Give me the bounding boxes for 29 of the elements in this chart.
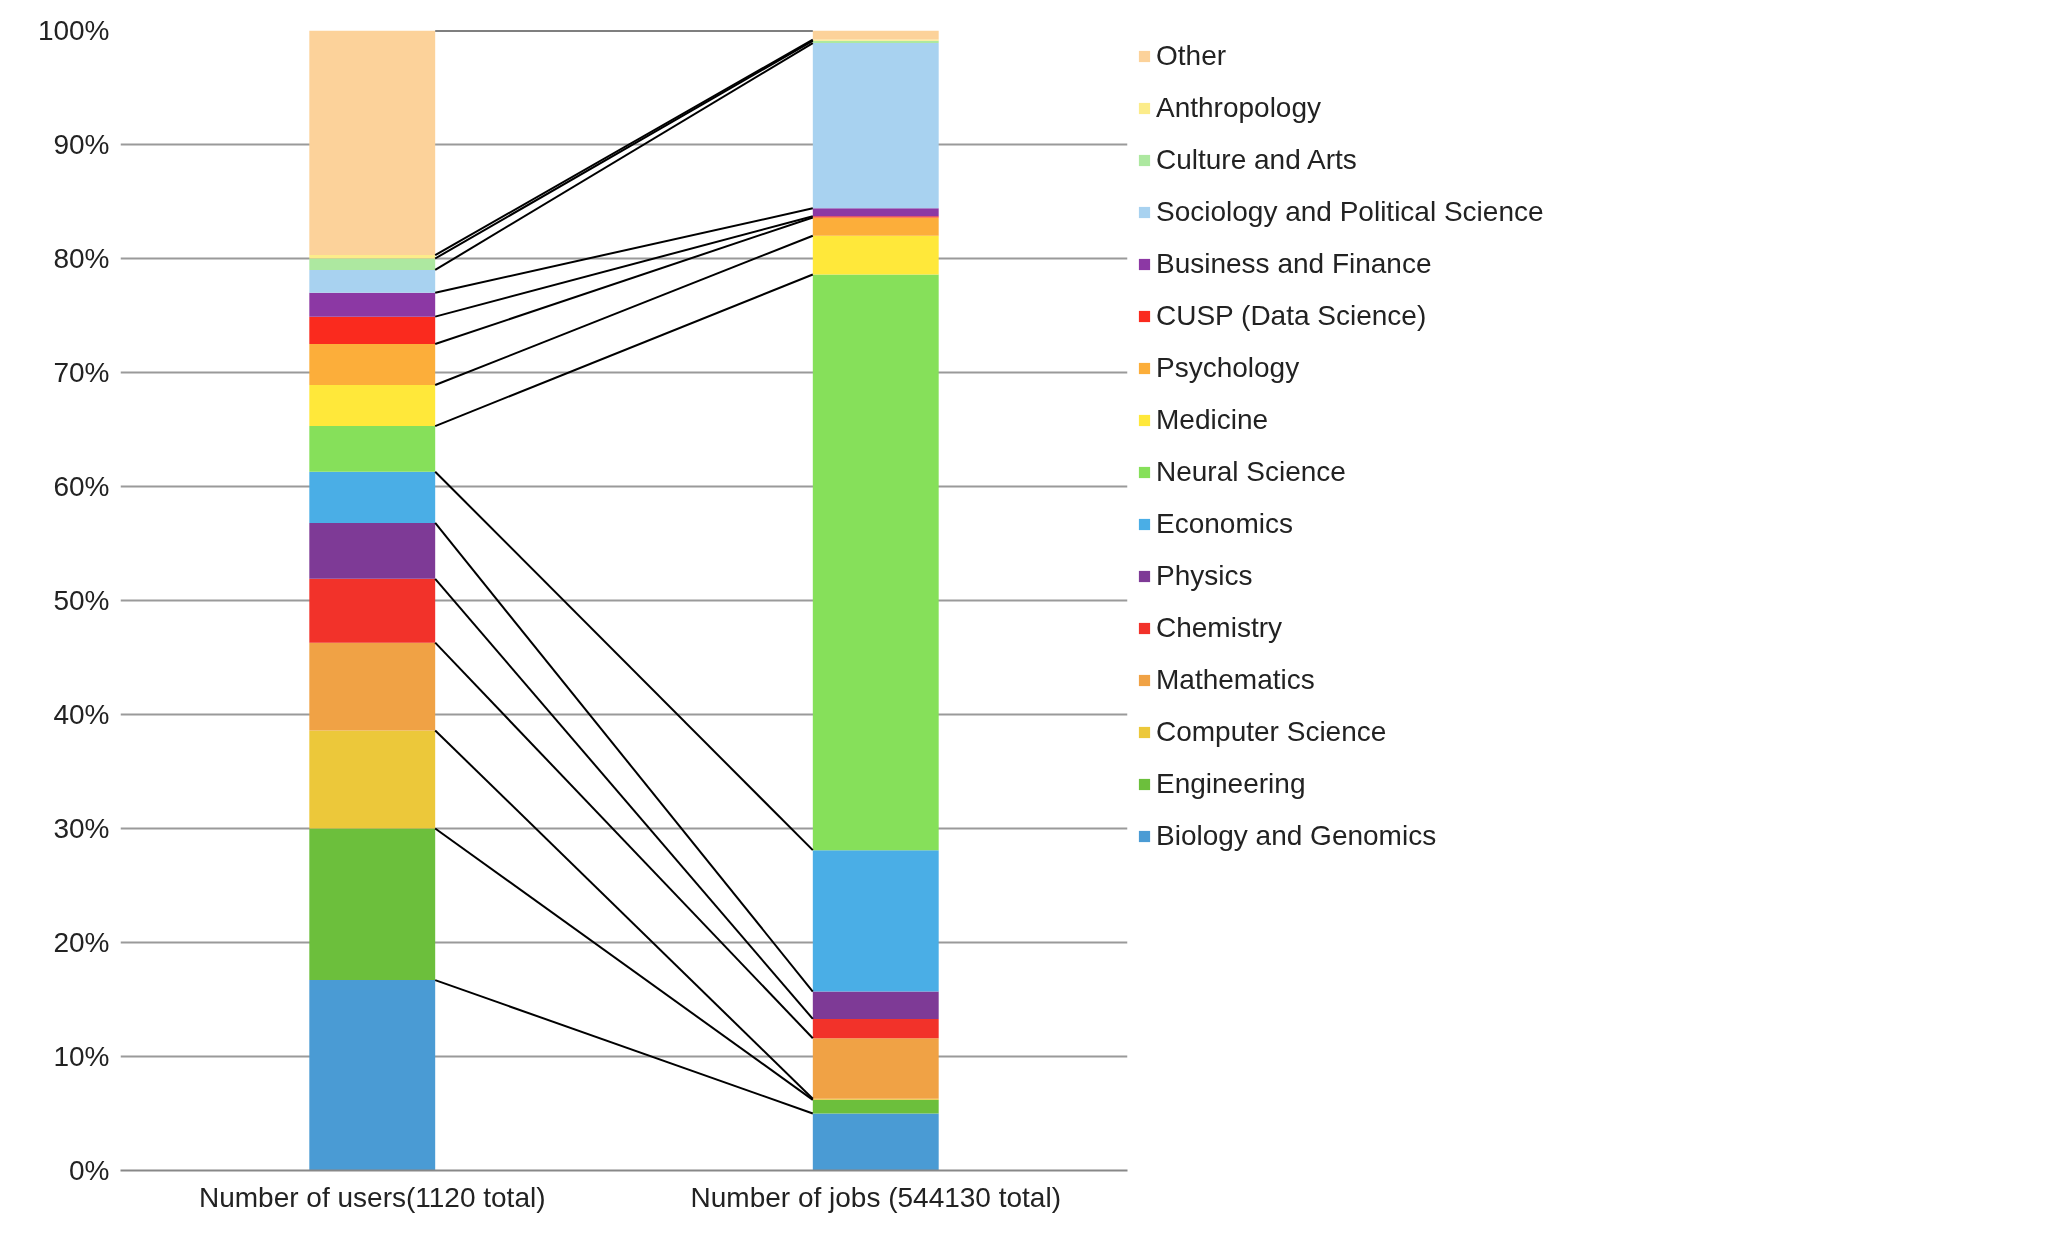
y-tick-label: 20% (53, 927, 110, 958)
legend-label: Anthropology (1156, 92, 1322, 124)
legend-label: Engineering (1156, 768, 1306, 800)
legend-label: Physics (1156, 560, 1253, 592)
y-tick-label: 80% (53, 243, 110, 274)
x-tick-label: Number of jobs (544130 total) (690, 1181, 1061, 1213)
y-tick-label: 60% (53, 471, 110, 502)
x-tick-label: Number of users(1120 total) (198, 1181, 546, 1213)
y-tick-label: 50% (53, 585, 110, 616)
legend-label: Economics (1156, 508, 1293, 540)
legend-label: Culture and Arts (1156, 144, 1357, 176)
y-tick-label: 90% (53, 129, 110, 160)
legend-label: Chemistry (1156, 612, 1283, 644)
legend-label: Psychology (1156, 352, 1300, 384)
legend-label: CUSP (Data Science) (1156, 300, 1427, 332)
y-tick-label: 30% (53, 813, 110, 844)
legend-label: Medicine (1156, 404, 1269, 436)
y-tick-label: 40% (53, 699, 110, 730)
legend-label: Neural Science (1156, 456, 1346, 488)
y-tick-label: 0% (69, 1155, 110, 1186)
legend-label: Computer Science (1156, 716, 1387, 748)
legend-label: Biology and Genomics (1156, 820, 1437, 852)
y-tick-label: 70% (53, 357, 110, 388)
y-tick-label: 100% (37, 15, 110, 46)
y-tick-label: 10% (53, 1041, 110, 1072)
legend-label: Mathematics (1156, 664, 1315, 696)
legend-label: Other (1156, 40, 1227, 72)
legend-label: Sociology and Political Science (1156, 196, 1544, 228)
legend-label: Business and Finance (1156, 248, 1432, 280)
